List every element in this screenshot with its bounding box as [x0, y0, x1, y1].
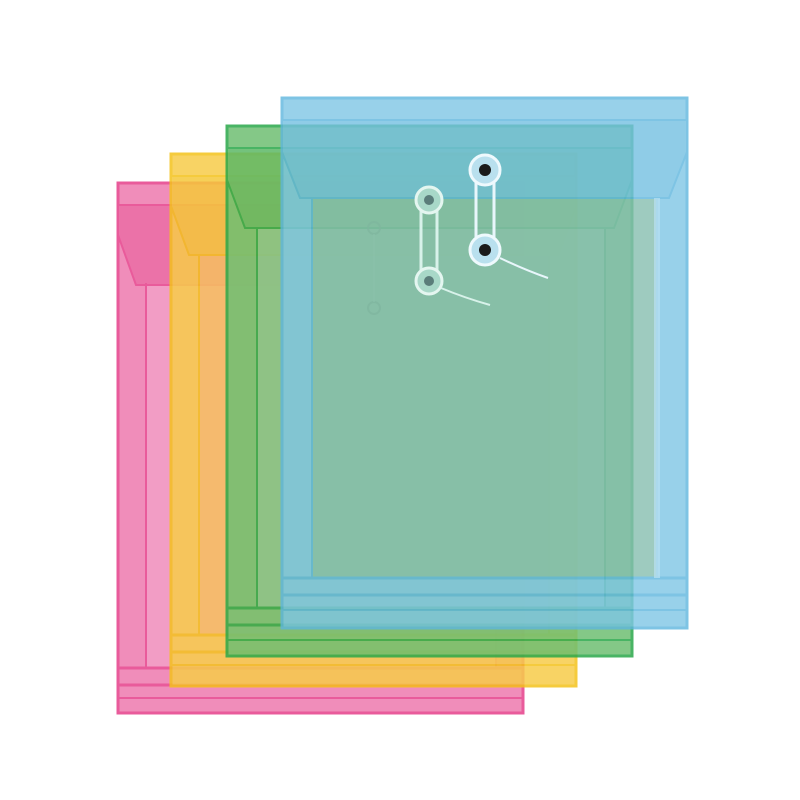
blue-closure-bottom-button [479, 244, 491, 256]
blue-closure-string-tail [499, 257, 549, 279]
green-closure-string-tail [440, 287, 491, 306]
green-closure-top-button [424, 195, 434, 205]
blue-closure-top-button [479, 164, 491, 176]
green-closure [414, 185, 491, 306]
blue-closure [468, 153, 549, 279]
green-closure-bottom-button [424, 276, 434, 286]
